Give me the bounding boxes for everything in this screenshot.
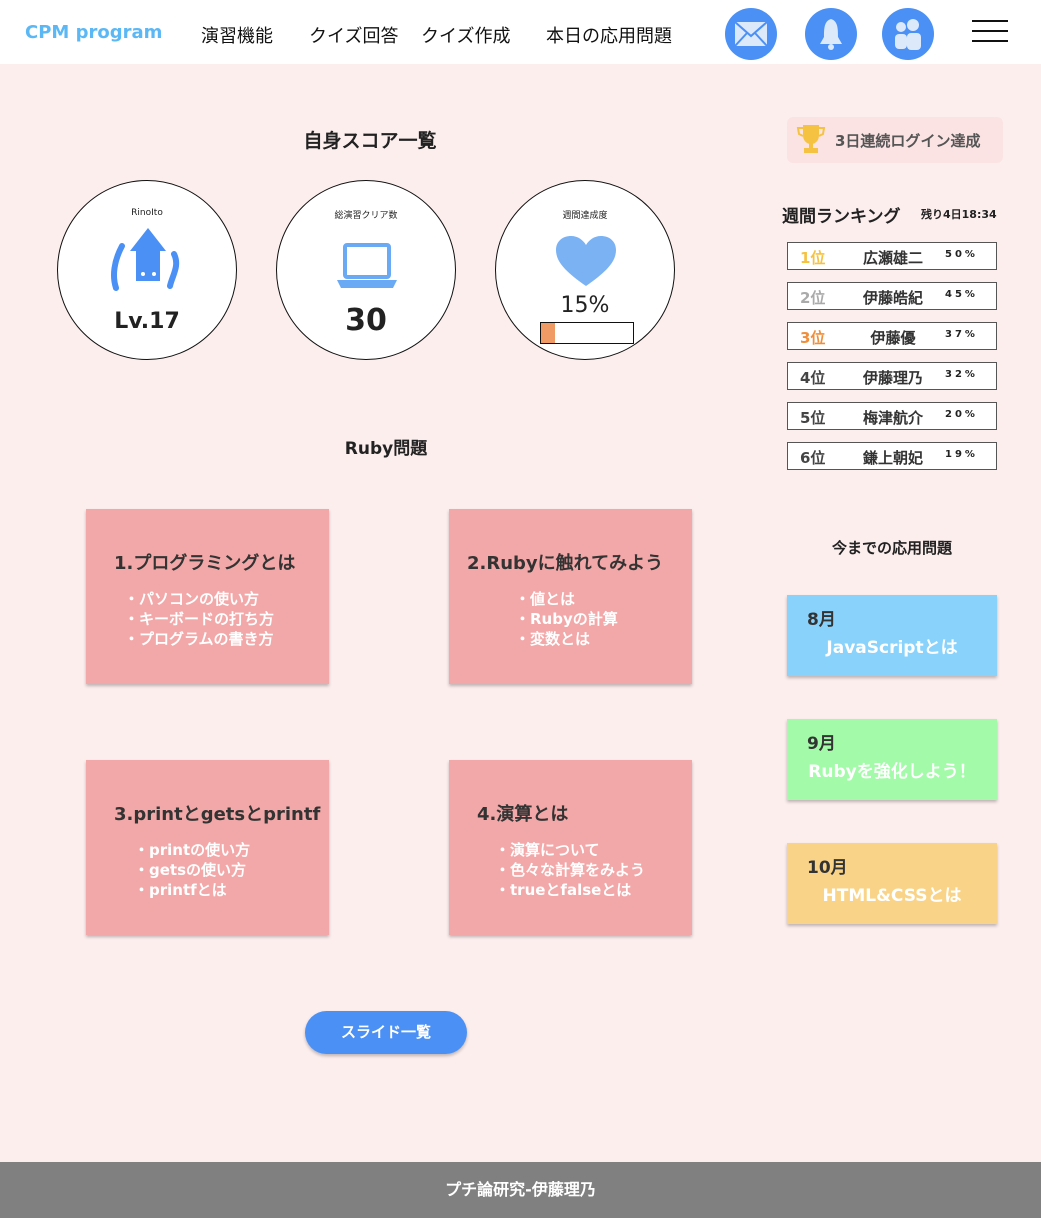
laptop-icon	[337, 243, 397, 288]
rank-name: 伊藤優	[870, 329, 916, 347]
rank-name: 伊藤皓紀	[862, 289, 923, 307]
rank-score: 37%	[945, 329, 978, 340]
rank-score: 50%	[945, 249, 978, 260]
slide-list-button[interactable]: スライド一覧	[305, 1011, 467, 1054]
rank-place: 4位	[800, 369, 826, 387]
weekly-progress-label: 週間達成度	[562, 211, 608, 221]
top-nav: CPM program 演習機能 クイズ回答 クイズ作成 本日の応用問題	[0, 0, 1041, 64]
ruby-card-3[interactable]: 3.printとgetsとprintf ・printの使い方 ・getsの使い方 ・p…	[86, 760, 329, 935]
rank-score: 19%	[945, 449, 978, 460]
squid-icon	[111, 228, 180, 291]
rank-name: 鎌上朝妃	[862, 449, 923, 467]
card-item: ・getsの使い方	[134, 861, 247, 879]
ruby-card-4[interactable]: 4.演算とは・演算について・色々な計算をみよう ・trueとfalseとは	[449, 760, 692, 935]
clear-count-value: 30	[345, 303, 387, 338]
rank-name: 梅津航介	[862, 409, 923, 427]
ranking-row: 1位 広瀬雄二 50%	[787, 242, 997, 270]
rank-name: 伊藤理乃	[862, 369, 923, 387]
card-item: ・値とは	[515, 590, 576, 608]
brand-logo[interactable]: CPM program	[25, 22, 163, 43]
rank-place: 2位	[800, 289, 826, 307]
past-problem-card[interactable]: 10月 HTML&CSSとは	[787, 843, 997, 924]
trophy-icon	[796, 125, 826, 153]
card-item: ・色々な計算をみよう	[495, 861, 646, 879]
ruby-card-2[interactable]: 2.Rubyに触れてみよう・値とは・Rubyの計算 ・変数とは	[449, 509, 692, 684]
clear-count-label: 総演習クリア数	[334, 211, 398, 221]
rank-score: 45%	[945, 289, 978, 300]
ruby-title: Ruby問題	[344, 439, 428, 459]
card-item: ・キーボードの打ち方	[124, 610, 275, 628]
card-title: 1.プログラミングとは	[114, 553, 296, 574]
ranking-row: 2位 伊藤皓紀 45%	[787, 282, 997, 310]
progress-fill	[541, 323, 555, 343]
achievement-badge: 3日連続ログイン達成	[787, 117, 1003, 163]
level-card: RinoIto Lv.17	[57, 180, 237, 360]
past-problem-card[interactable]: 9月 Rubyを強化しよう！	[787, 719, 997, 800]
past-problem-card[interactable]: 8月 JavaScriptとは	[787, 595, 997, 676]
weekly-progress-card: 週間達成度 15%	[495, 180, 675, 360]
nav-quiz-create[interactable]: クイズ作成	[421, 26, 511, 47]
past-month: 10月	[807, 858, 848, 878]
rank-score: 32%	[945, 369, 978, 380]
past-month: 9月	[807, 734, 836, 754]
user-level: Lv.17	[114, 309, 180, 334]
ranking-row: 4位 伊藤理乃 32%	[787, 362, 997, 390]
footer: プチ論研究-伊藤理乃	[0, 1162, 1041, 1218]
hamburger-menu-icon[interactable]	[972, 20, 1008, 42]
user-name: RinoIto	[131, 208, 163, 218]
card-item: ・演算について	[495, 841, 600, 859]
past-title: Rubyを強化しよう！	[808, 762, 976, 782]
card-item: ・printfとは	[134, 881, 227, 899]
card-title: 2.Rubyに触れてみよう	[467, 553, 664, 574]
card-item: ・trueとfalseとは	[495, 881, 632, 899]
ranking-title: 週間ランキング	[782, 207, 901, 227]
card-item: ・printの使い方	[134, 841, 251, 859]
past-title: HTML&CSSとは	[822, 886, 962, 906]
rank-place: 5位	[800, 409, 826, 427]
clear-count-card: 総演習クリア数 30	[276, 180, 456, 360]
rank-place: 3位	[800, 329, 826, 347]
ranking-row: 5位 梅津航介 20%	[787, 402, 997, 430]
rank-place: 1位	[800, 249, 826, 267]
ruby-card-1[interactable]: 1.プログラミングとは・パソコンの使い方 ・キーボードの打ち方 ・プログラムの書き方	[86, 509, 329, 684]
heart-icon	[556, 236, 616, 286]
weekly-progress-bar	[540, 322, 634, 344]
rank-score: 20%	[945, 409, 978, 420]
ranking-row: 3位 伊藤優 37%	[787, 322, 997, 350]
weekly-progress-value: 15%	[560, 293, 610, 318]
rank-name: 広瀬雄二	[862, 249, 923, 267]
card-title: 3.printとgetsとprintf	[114, 804, 321, 825]
users-icon[interactable]	[882, 8, 934, 60]
card-title: 4.演算とは	[477, 804, 569, 825]
bell-icon[interactable]	[805, 8, 857, 60]
past-problems-title: 今までの応用問題	[831, 539, 952, 557]
past-month: 8月	[807, 610, 836, 630]
card-item: ・変数とは	[515, 630, 591, 648]
nav-exercise[interactable]: 演習機能	[201, 26, 273, 47]
card-item: ・プログラムの書き方	[124, 630, 274, 648]
card-item: ・Rubyの計算	[515, 610, 618, 628]
rank-place: 6位	[800, 449, 826, 467]
past-title: JavaScriptとは	[826, 638, 958, 658]
nav-quiz-answer[interactable]: クイズ回答	[309, 26, 399, 47]
ranking-row: 6位 鎌上朝妃 19%	[787, 442, 997, 470]
ranking-remaining: 残り4日18:34	[921, 208, 997, 221]
mail-icon[interactable]	[725, 8, 777, 60]
score-title: 自身スコア一覧	[303, 130, 437, 152]
nav-daily-problem[interactable]: 本日の応用問題	[546, 26, 672, 47]
achievement-text: 3日連続ログイン達成	[835, 132, 981, 150]
card-item: ・パソコンの使い方	[124, 590, 260, 608]
